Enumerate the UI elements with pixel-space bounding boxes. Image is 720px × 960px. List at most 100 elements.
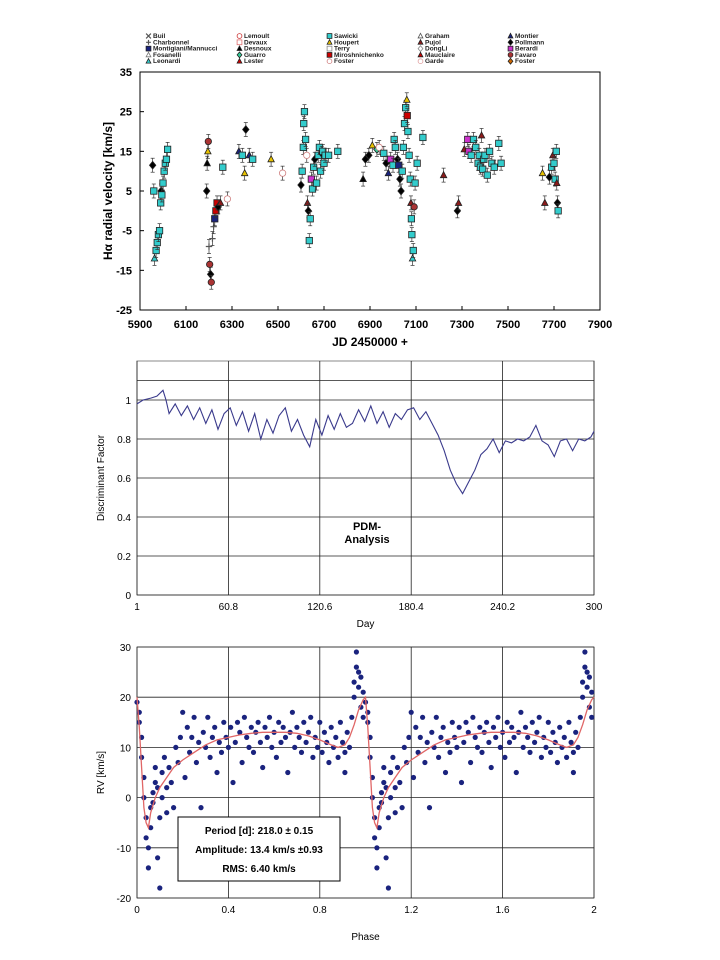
phase-point bbox=[239, 759, 245, 766]
phase-point bbox=[477, 724, 483, 730]
phase-point bbox=[536, 714, 542, 720]
data-point bbox=[205, 239, 213, 254]
legend-label: Sawicki bbox=[334, 33, 358, 40]
legend-item: Montigiani/Mannucci bbox=[145, 46, 217, 53]
legend-marker bbox=[145, 51, 152, 58]
phase-point bbox=[472, 734, 478, 741]
point-marker bbox=[398, 167, 406, 175]
phase-point bbox=[442, 769, 449, 776]
legend-marker bbox=[145, 33, 152, 39]
data-point bbox=[238, 147, 246, 163]
annotation-line: Analysis bbox=[344, 534, 389, 546]
phase-point bbox=[538, 754, 545, 761]
phase-point bbox=[381, 764, 387, 771]
phase-point bbox=[225, 744, 231, 751]
legend-item: Graham bbox=[417, 32, 450, 40]
legend-label: Pujol bbox=[425, 39, 441, 46]
phase-point bbox=[385, 815, 391, 821]
phase-point bbox=[326, 759, 332, 766]
point-marker bbox=[300, 119, 308, 128]
phase-point bbox=[543, 744, 549, 751]
phase-point bbox=[401, 744, 407, 751]
phase-point bbox=[246, 744, 252, 751]
phase-point bbox=[344, 729, 350, 735]
phase-points bbox=[134, 649, 595, 891]
y-axis-label: RV [km/s] bbox=[96, 751, 107, 794]
point-marker bbox=[408, 254, 417, 262]
point-marker bbox=[162, 155, 171, 163]
point-marker bbox=[150, 254, 159, 262]
y-tick-label: -20 bbox=[117, 894, 132, 905]
point-marker bbox=[216, 198, 225, 206]
phase-point bbox=[241, 714, 247, 720]
phase-point bbox=[506, 739, 513, 746]
legend-marker bbox=[417, 51, 424, 58]
data-point bbox=[497, 155, 505, 171]
legend-item: Terry bbox=[326, 46, 350, 53]
x-tick-label: 60.8 bbox=[219, 602, 239, 613]
phase-point bbox=[456, 724, 462, 730]
info-box-line: RMS: 6.40 km/s bbox=[222, 864, 296, 875]
phase-point bbox=[150, 790, 156, 796]
y-tick-label: -10 bbox=[117, 844, 132, 855]
phase-point bbox=[495, 714, 501, 720]
x-tick-label: 7100 bbox=[404, 319, 428, 331]
phase-point bbox=[298, 749, 305, 756]
phase-point bbox=[152, 779, 158, 786]
x-tick-label: 180.4 bbox=[399, 602, 424, 613]
phase-point bbox=[497, 744, 503, 751]
phase-point bbox=[399, 805, 405, 811]
legend-label: Fosanelli bbox=[153, 52, 181, 59]
x-tick-label: 120.6 bbox=[307, 602, 332, 613]
phase-point bbox=[490, 724, 497, 730]
phase-point bbox=[159, 795, 165, 801]
point-marker bbox=[540, 198, 549, 206]
data-point bbox=[305, 233, 313, 248]
data-point bbox=[359, 171, 367, 187]
point-marker bbox=[391, 143, 399, 151]
point-marker bbox=[368, 141, 377, 149]
data-point bbox=[552, 175, 561, 191]
phase-point bbox=[584, 669, 590, 675]
phase-point bbox=[296, 734, 302, 741]
phase-point bbox=[378, 790, 385, 796]
phase-point bbox=[527, 749, 533, 756]
data-point bbox=[477, 128, 486, 143]
data-point bbox=[403, 108, 411, 123]
y-axis-label: Hα radial velocity [km/s] bbox=[101, 122, 115, 260]
phased-rv-chart: -20 -10 0 10 20 30 0 0.4 0.8 1.2 1.6 2 Phase RV [km/s… bbox=[96, 643, 597, 943]
phase-point bbox=[232, 739, 238, 746]
legend-marker bbox=[146, 39, 151, 45]
phase-point bbox=[470, 714, 476, 720]
phase-point bbox=[328, 724, 334, 730]
point-marker bbox=[320, 159, 328, 167]
legend-item: Foster bbox=[507, 57, 535, 65]
legend-item: Sawicki bbox=[326, 33, 358, 40]
phase-point bbox=[353, 649, 359, 655]
phase-point bbox=[502, 754, 508, 761]
data-point bbox=[413, 155, 421, 171]
phase-point bbox=[314, 744, 321, 751]
x-tick-label: 6300 bbox=[220, 319, 244, 331]
y-tick-label: 0.6 bbox=[117, 474, 131, 485]
phase-point bbox=[436, 754, 442, 761]
phase-point bbox=[479, 749, 485, 756]
phase-point bbox=[522, 724, 529, 730]
legend-marker bbox=[417, 45, 424, 53]
point-marker bbox=[207, 278, 215, 286]
legend-label: Lester bbox=[244, 58, 264, 65]
data-point bbox=[204, 134, 212, 149]
legend-item: Devaux bbox=[236, 39, 268, 46]
phase-point bbox=[218, 749, 225, 756]
point-marker bbox=[485, 147, 494, 155]
point-marker bbox=[467, 151, 475, 159]
point-marker bbox=[316, 167, 325, 175]
phase-point bbox=[440, 724, 446, 730]
data-point bbox=[365, 147, 373, 163]
x-tick-label: 7500 bbox=[496, 319, 520, 331]
point-marker bbox=[304, 206, 313, 216]
point-marker bbox=[399, 143, 407, 151]
data-point bbox=[405, 147, 413, 163]
phase-point bbox=[458, 779, 465, 786]
data-point bbox=[410, 199, 418, 215]
